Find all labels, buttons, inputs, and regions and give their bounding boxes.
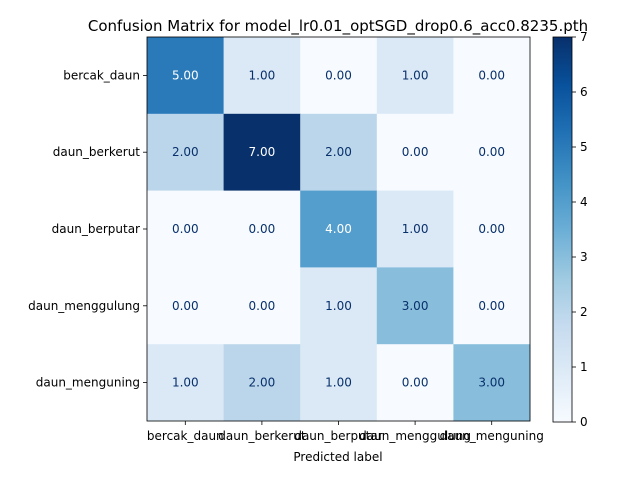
x-tick-label: daun_menggulung bbox=[359, 429, 471, 443]
x-tick-label: daun_berkerut bbox=[218, 429, 306, 443]
cell-value-label: 1.00 bbox=[249, 68, 276, 82]
colorbar-tick-label: 3 bbox=[580, 250, 588, 264]
heatmap-cell bbox=[453, 190, 531, 268]
cell-value-label: 3.00 bbox=[478, 376, 505, 390]
heatmap-cell bbox=[300, 113, 378, 191]
y-tick-labels: bercak_daun daun_berkerut daun_berputardau… bbox=[28, 68, 147, 390]
heatmap-cell bbox=[453, 37, 531, 115]
cell-value-label: 2.00 bbox=[172, 145, 199, 159]
cell-value-label: 0.00 bbox=[172, 299, 199, 313]
heatmap-cell bbox=[300, 344, 378, 422]
heatmap-cell bbox=[376, 267, 454, 345]
colorbar-gradient bbox=[552, 36, 573, 423]
cell-value-label: 0.00 bbox=[402, 376, 429, 390]
cell-value-label: 1.00 bbox=[172, 376, 199, 390]
heatmap-cell bbox=[223, 37, 301, 115]
heatmap-cell bbox=[223, 113, 301, 191]
cell-value-label: 0.00 bbox=[478, 145, 505, 159]
heatmap-cell bbox=[376, 344, 454, 422]
colorbar-tick-label: 4 bbox=[580, 195, 588, 209]
heatmap-cell bbox=[223, 344, 301, 422]
cell-value-label: 0.00 bbox=[478, 299, 505, 313]
heatmap-cell bbox=[300, 267, 378, 345]
cell-value-label: 2.00 bbox=[249, 376, 276, 390]
cell-value-label: 1.00 bbox=[402, 222, 429, 236]
cell-value-label: 0.00 bbox=[325, 68, 352, 82]
colorbar-tick-label: 1 bbox=[580, 360, 588, 374]
heatmap-cell bbox=[147, 190, 224, 268]
cell-value-label: 3.00 bbox=[402, 299, 429, 313]
y-tick-label: daun_berputar bbox=[52, 222, 140, 236]
x-tick-label: daun_berputar bbox=[294, 429, 382, 443]
cell-value-label: 0.00 bbox=[249, 222, 276, 236]
cell-value-label: 1.00 bbox=[325, 299, 352, 313]
colorbar: 0 1 2 3 4 5 6 7 bbox=[552, 30, 588, 429]
cell-value-label: 0.00 bbox=[402, 145, 429, 159]
x-axis-label: Predicted label bbox=[293, 450, 382, 464]
cell-value-label: 0.00 bbox=[478, 68, 505, 82]
cell-value-label: 0.00 bbox=[172, 222, 199, 236]
y-tick-label: daun_menggulung bbox=[28, 299, 140, 313]
cell-value-label: 7.00 bbox=[249, 145, 276, 159]
heatmap-cell bbox=[300, 190, 378, 268]
heatmap-cell bbox=[376, 37, 454, 115]
cell-value-label: 5.00 bbox=[172, 68, 199, 82]
heatmap-cell bbox=[300, 37, 378, 115]
heatmap-cell bbox=[453, 113, 531, 191]
cell-value-label: 1.00 bbox=[402, 68, 429, 82]
heatmap-cell bbox=[147, 267, 224, 345]
colorbar-tick-label: 7 bbox=[580, 30, 588, 44]
heatmap-cell bbox=[147, 37, 224, 115]
y-tick-label: daun_berkerut bbox=[53, 145, 141, 159]
cell-value-label: 4.00 bbox=[325, 222, 352, 236]
heatmap-cell bbox=[147, 113, 224, 191]
heatmap-cell bbox=[223, 267, 301, 345]
cell-value-label: 2.00 bbox=[325, 145, 352, 159]
heatmap-cell bbox=[147, 344, 224, 422]
y-tick-label: bercak_daun bbox=[63, 68, 140, 82]
cell-value-label: 0.00 bbox=[478, 222, 505, 236]
heatmap-cell bbox=[453, 267, 531, 345]
x-tick-labels: bercak_daundaun_berkerutdaun_berputardau… bbox=[147, 421, 544, 443]
heatmap-plot: 5.00 1.00 0.00 1.00 0.00 2.00 7.00 2.00 0.00 0.00… bbox=[146, 36, 531, 422]
y-tick-label: daun_menguning bbox=[36, 376, 140, 390]
colorbar-tick-label: 0 bbox=[580, 415, 588, 429]
heatmap-cell bbox=[376, 113, 454, 191]
colorbar-tick-label: 5 bbox=[580, 140, 588, 154]
x-tick-label: bercak_daun bbox=[147, 429, 224, 443]
colorbar-tick-label: 6 bbox=[580, 85, 588, 99]
heatmap-cell bbox=[223, 190, 301, 268]
cell-value-label: 1.00 bbox=[325, 376, 352, 390]
x-tick-label: daun_menguning bbox=[440, 429, 544, 443]
heatmap-cell bbox=[376, 190, 454, 268]
cell-value-label: 0.00 bbox=[249, 299, 276, 313]
heatmap-cell bbox=[453, 344, 531, 422]
chart-title: Confusion Matrix for model_lr0.01_optSGD… bbox=[88, 17, 588, 36]
colorbar-tick-label: 2 bbox=[580, 305, 588, 319]
